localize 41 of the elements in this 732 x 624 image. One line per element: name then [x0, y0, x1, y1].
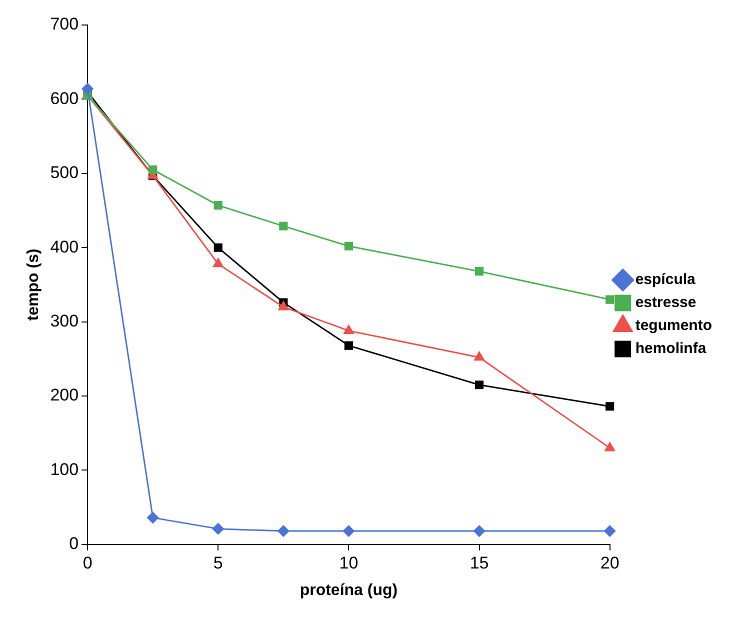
legend-label: hemolinfa [635, 340, 707, 358]
point [214, 243, 222, 252]
point [344, 242, 353, 250]
point [147, 512, 159, 524]
point [82, 83, 94, 95]
x-tick-label: 5 [213, 553, 223, 572]
y-tick-label: 0 [69, 534, 79, 554]
point [474, 267, 484, 276]
point [148, 165, 158, 174]
point [342, 525, 354, 537]
y-tick-label: 700 [50, 14, 79, 34]
x-tick-label: 15 [470, 553, 489, 572]
point [212, 523, 224, 535]
y-tick-label: 200 [50, 386, 79, 405]
point [474, 380, 484, 390]
legend-label: estresse [635, 294, 696, 312]
point [474, 352, 484, 361]
legend-label: tegumento [635, 317, 712, 334]
y-tick-label: 400 [50, 237, 79, 256]
point [278, 301, 288, 310]
point [278, 525, 290, 537]
point [344, 341, 353, 350]
point [279, 222, 288, 230]
x-axis-title: proteína (ug) [300, 582, 398, 599]
y-tick-label: 500 [50, 163, 79, 182]
point [344, 324, 354, 334]
x-tick-label: 10 [339, 553, 358, 572]
point [604, 525, 616, 537]
legend-label: espícula [635, 271, 696, 288]
y-tick-label: 100 [50, 460, 79, 479]
x-tick-label: 0 [82, 553, 92, 572]
point [606, 295, 614, 304]
point [213, 258, 224, 268]
y-tick-label: 300 [50, 311, 79, 330]
x-tick-label: 20 [600, 553, 620, 572]
point [214, 201, 222, 210]
point [606, 402, 614, 411]
y-tick-label: 600 [50, 88, 79, 108]
y-axis-title: tempo (s) [25, 248, 42, 321]
point [604, 442, 615, 452]
point [474, 525, 486, 537]
